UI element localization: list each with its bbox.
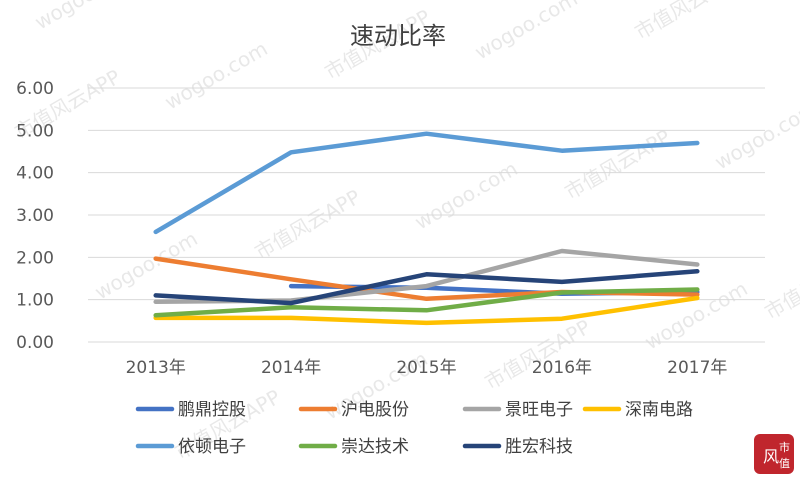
y-tick-label: 6.00 bbox=[16, 79, 54, 99]
x-tick-label: 2016年 bbox=[532, 358, 592, 378]
chart-title: 速动比率 bbox=[350, 22, 446, 50]
grid-layer bbox=[88, 87, 765, 343]
watermark-text: 市值风云APP bbox=[481, 315, 595, 395]
series-line bbox=[153, 131, 700, 235]
legend-label: 胜宏科技 bbox=[505, 437, 573, 457]
watermark-text: wogoo.com bbox=[411, 156, 522, 234]
x-tick-label: 2017年 bbox=[667, 358, 727, 378]
legend-label: 景旺电子 bbox=[505, 400, 573, 420]
y-tick-label: 3.00 bbox=[16, 206, 54, 226]
watermark-text: 市值风云APP bbox=[251, 185, 365, 265]
legend-label: 崇达技术 bbox=[341, 437, 409, 457]
watermark-text: wogoo.com bbox=[161, 36, 272, 114]
legend-label: 依顿电子 bbox=[178, 437, 246, 457]
legend-label: 沪电股份 bbox=[341, 400, 409, 420]
watermark-text: wogoo.com bbox=[471, 0, 582, 64]
y-tick-label: 1.00 bbox=[16, 291, 54, 311]
series-line bbox=[153, 295, 700, 326]
y-axis-ticks: 0.00 1.00 2.00 3.00 4.00 5.00 6.00 bbox=[16, 79, 54, 353]
x-tick-label: 2014年 bbox=[261, 358, 321, 378]
seal-char: 市 bbox=[779, 440, 790, 454]
watermark-seal: 风市值 bbox=[754, 434, 794, 474]
legend-label: 鹏鼎控股 bbox=[178, 400, 246, 420]
legend-label: 深南电路 bbox=[625, 400, 693, 420]
y-tick-label: 0.00 bbox=[16, 333, 54, 353]
watermark-text: wogoo.com bbox=[711, 96, 800, 174]
x-axis-ticks: 2013年 2014年 2015年 2016年 2017年 bbox=[126, 358, 728, 378]
watermark-text: 市值风云APP bbox=[561, 125, 675, 205]
watermark-text: 市值风云APP bbox=[761, 245, 800, 325]
series-line bbox=[153, 287, 700, 318]
seal-badge bbox=[754, 434, 794, 474]
watermark-text: 市值风云APP bbox=[631, 0, 745, 44]
x-tick-label: 2015年 bbox=[396, 358, 456, 378]
watermark-text: wogoo.com bbox=[31, 0, 142, 34]
watermark-layer: 市值风云APP wogoo.com 市值风云APP wogoo.com 市值风云APP w… bbox=[11, 0, 800, 464]
series-line bbox=[153, 269, 700, 306]
y-tick-label: 5.00 bbox=[16, 121, 54, 141]
y-tick-label: 2.00 bbox=[16, 248, 54, 268]
seal-char: 风 bbox=[763, 447, 779, 466]
x-tick-label: 2013年 bbox=[126, 358, 186, 378]
series-layer bbox=[153, 131, 700, 326]
y-tick-label: 4.00 bbox=[16, 164, 54, 184]
seal-char: 值 bbox=[779, 457, 790, 470]
